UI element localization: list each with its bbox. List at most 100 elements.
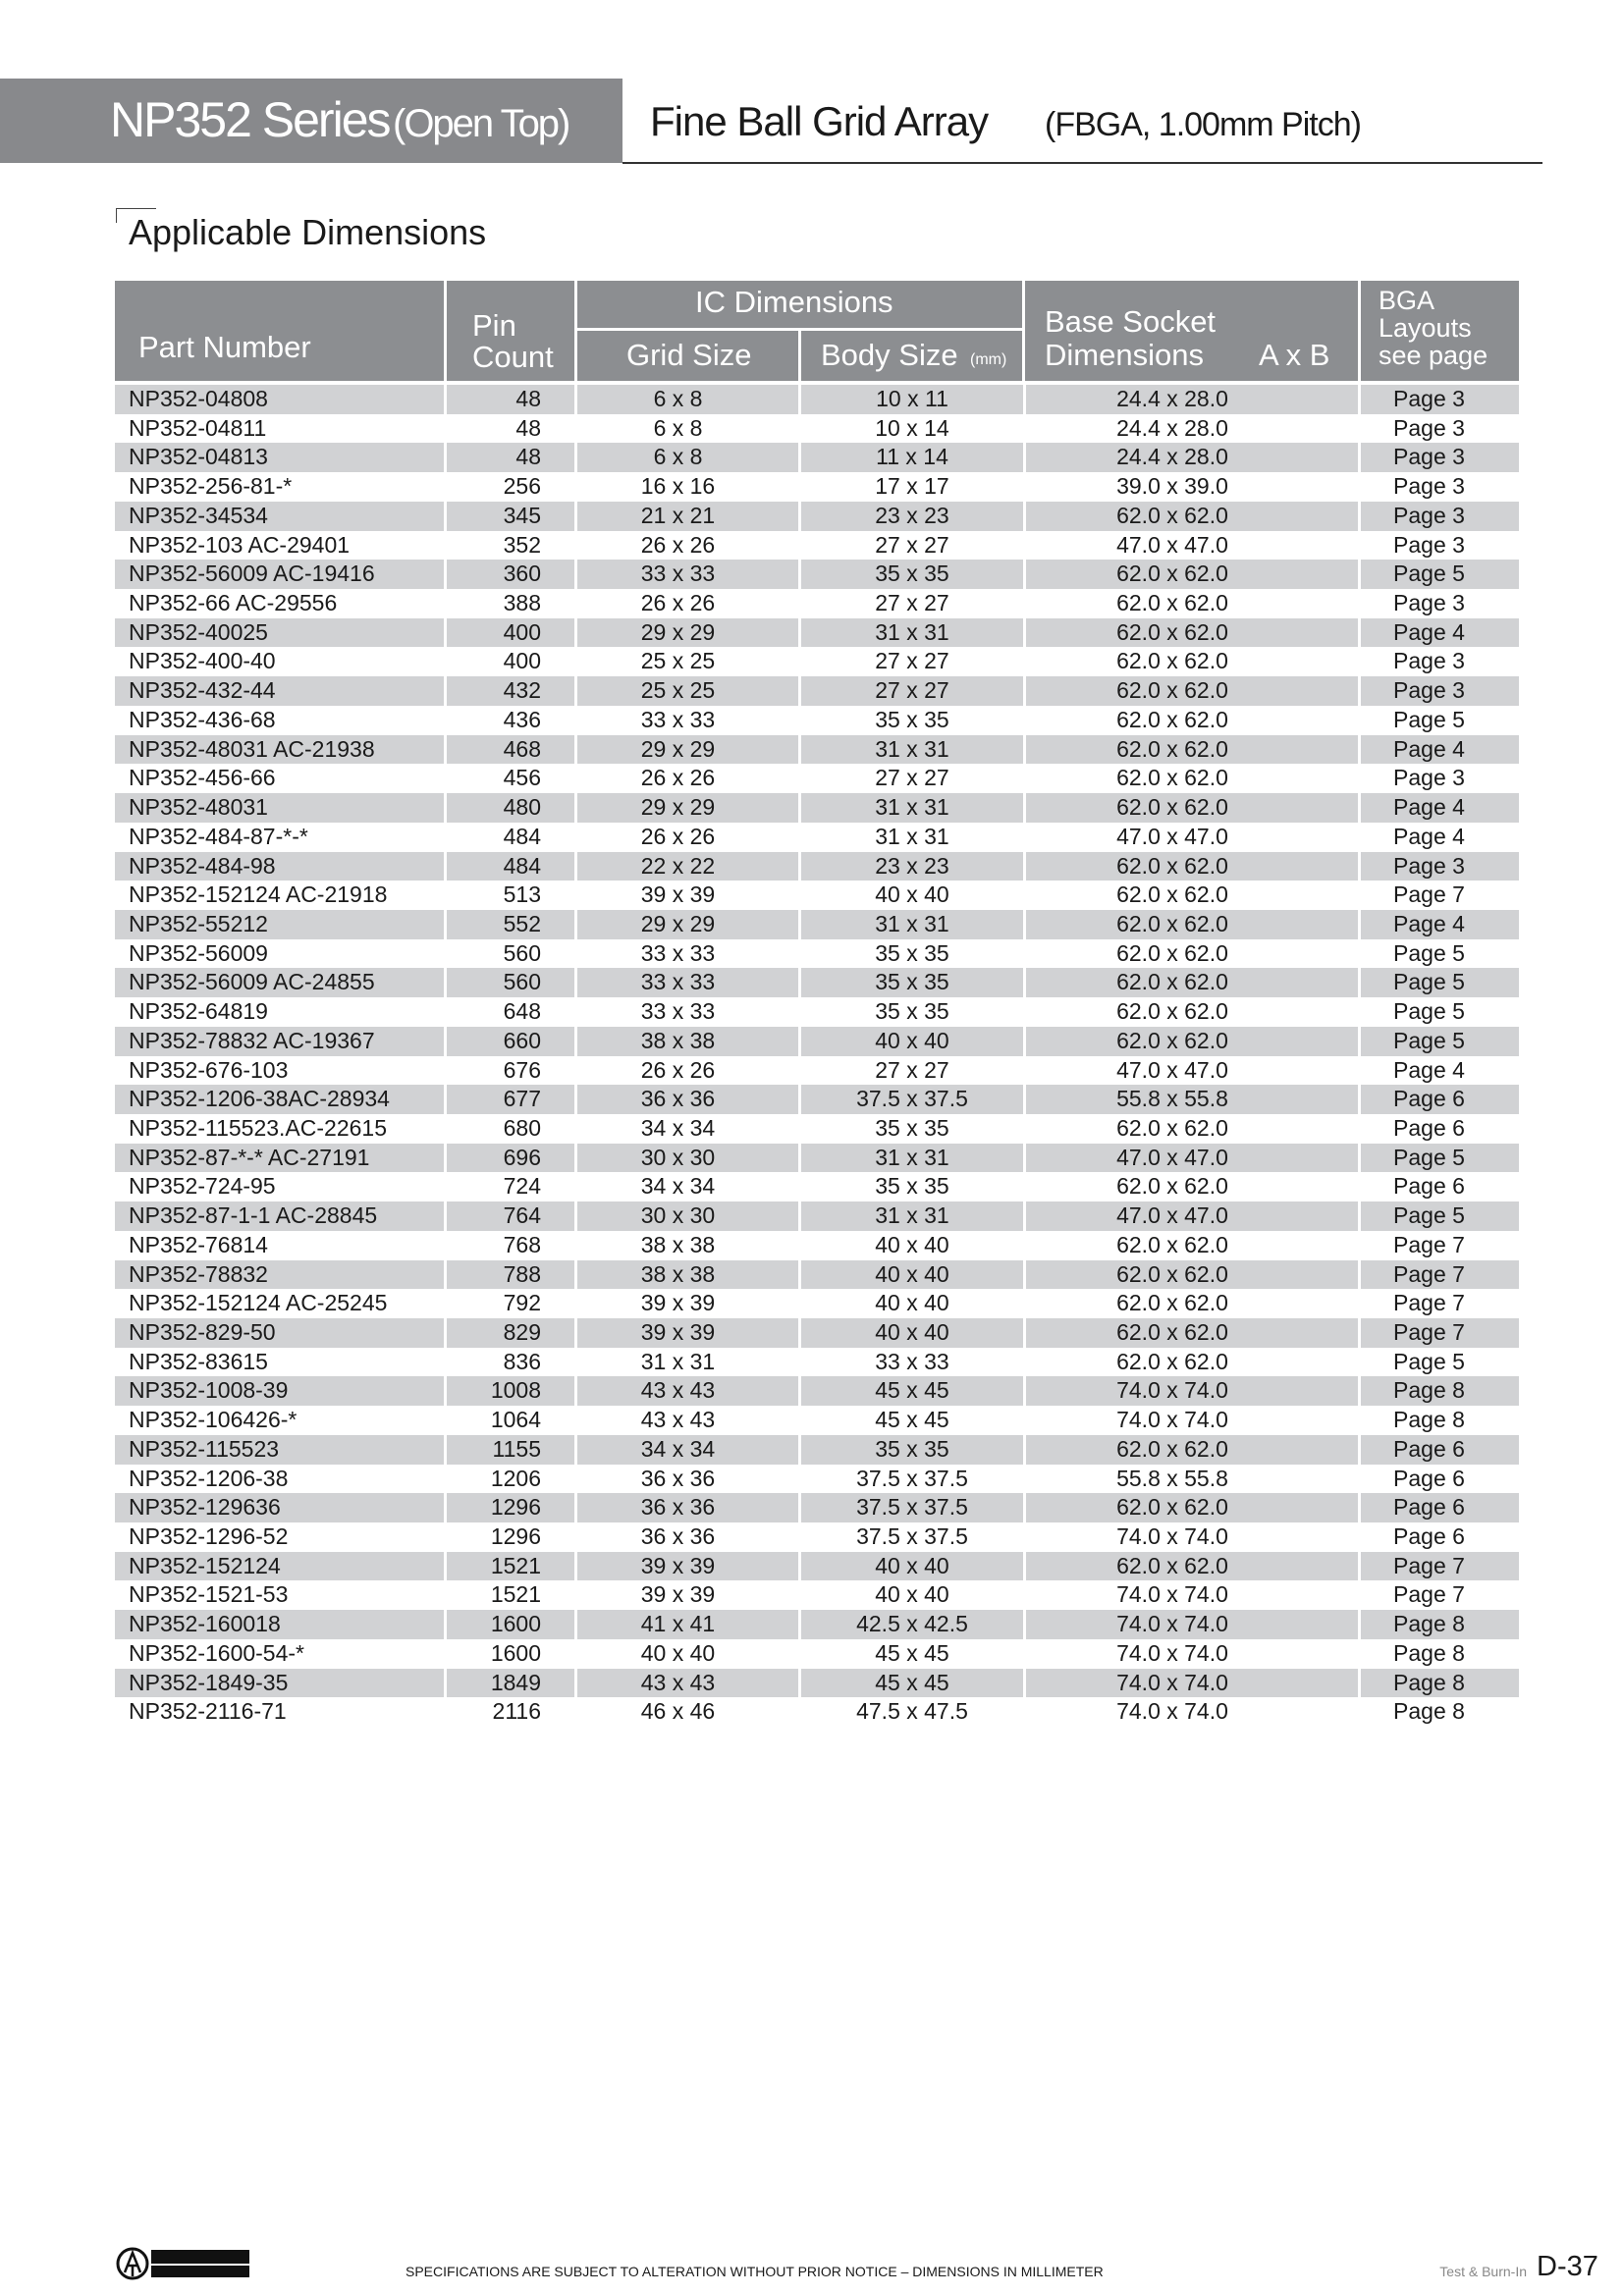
cell-base-socket-dimensions: 47.0 x 47.0 (1023, 1201, 1358, 1231)
header-pin-count: Pin Count (444, 281, 574, 381)
header-label: Dimensions (1045, 338, 1204, 372)
cell-part-number: NP352-152124 AC-21918 (129, 881, 388, 908)
cell-part-number: NP352-152124 AC-25245 (129, 1290, 388, 1316)
cell-grid-size: 22 x 22 (574, 851, 798, 881)
cell-grid-size: 34 x 34 (574, 1172, 798, 1202)
cell-body-size: 45 x 45 (798, 1376, 1023, 1407)
cell-part-number: NP352-256-81-* (129, 473, 293, 500)
cell-pin-count: 484 (444, 822, 574, 852)
cell-pin-count: 1296 (444, 1522, 574, 1552)
cell-part-number: NP352-87-1-1 AC-28845 (129, 1202, 378, 1229)
series-title-banner: NP352 Series (Open Top) (0, 79, 622, 163)
cell-bga-layout-page: Page 7 (1358, 881, 1519, 910)
cell-part-number: NP352-48031 AC-21938 (129, 735, 375, 762)
cell-grid-size: 39 x 39 (574, 1318, 798, 1348)
table-row: NP352-1206-38AC-28934 677 36 x 36 37.5 x 37… (115, 1085, 1519, 1114)
table-row: NP352-160018 1600 41 x 41 42.5 x 42.5 74.0 x… (115, 1610, 1519, 1639)
table-row: NP352-152124 AC-25245 792 39 x 39 40 x 40 62… (115, 1289, 1519, 1318)
cell-pin-count: 1206 (444, 1464, 574, 1494)
cell-pin-count: 468 (444, 734, 574, 765)
cell-bga-layout-page: Page 3 (1358, 501, 1519, 531)
table-row: NP352-34534 345 21 x 21 23 x 23 62.0 x 62.0 P… (115, 501, 1519, 531)
cell-bga-layout-page: Page 7 (1358, 1289, 1519, 1318)
cell-grid-size: 39 x 39 (574, 1289, 798, 1318)
cell-grid-size: 38 x 38 (574, 1026, 798, 1056)
cell-base-socket-dimensions: 74.0 x 74.0 (1023, 1697, 1358, 1728)
table-row: NP352-103 AC-29401 352 26 x 26 27 x 27 47.0 … (115, 530, 1519, 561)
cell-grid-size: 16 x 16 (574, 472, 798, 502)
cell-pin-count: 768 (444, 1230, 574, 1260)
cell-bga-layout-page: Page 3 (1358, 647, 1519, 677)
cell-base-socket-dimensions: 62.0 x 62.0 (1023, 617, 1358, 648)
cell-part-number: NP352-436-68 (129, 706, 276, 732)
cell-body-size: 40 x 40 (798, 1551, 1023, 1581)
cell-bga-layout-page: Page 5 (1358, 968, 1519, 998)
table-row: NP352-115523.AC-22615 680 34 x 34 35 x 35 62… (115, 1113, 1519, 1144)
cell-base-socket-dimensions: 74.0 x 74.0 (1023, 1610, 1358, 1639)
cell-part-number: NP352-1296-52 (129, 1523, 289, 1550)
cell-body-size: 37.5 x 37.5 (798, 1085, 1023, 1114)
table-row: NP352-48031 AC-21938 468 29 x 29 31 x 31 62.… (115, 734, 1519, 765)
header-label: Count (472, 340, 554, 374)
table-row: NP352-456-66 456 26 x 26 27 x 27 62.0 x 62.0… (115, 764, 1519, 794)
cell-bga-layout-page: Page 3 (1358, 589, 1519, 618)
header-part-number: Part Number (115, 281, 444, 381)
cell-pin-count: 1296 (444, 1493, 574, 1523)
table-row: NP352-1521-53 1521 39 x 39 40 x 40 74.0 x 74… (115, 1580, 1519, 1611)
page-number: D-37 (1537, 2251, 1598, 2282)
cell-body-size: 37.5 x 37.5 (798, 1522, 1023, 1552)
cell-part-number: NP352-103 AC-29401 (129, 531, 351, 558)
header-label: Body Size (821, 338, 958, 372)
cell-bga-layout-page: Page 6 (1358, 1172, 1519, 1202)
cell-bga-layout-page: Page 8 (1358, 1610, 1519, 1639)
table-row: NP352-1296-52 1296 36 x 36 37.5 x 37.5 74.0 … (115, 1522, 1519, 1552)
table-row: NP352-40025 400 29 x 29 31 x 31 62.0 x 62.0 P… (115, 617, 1519, 648)
cell-pin-count: 764 (444, 1201, 574, 1231)
cell-body-size: 23 x 23 (798, 501, 1023, 531)
cell-base-socket-dimensions: 47.0 x 47.0 (1023, 822, 1358, 852)
cell-bga-layout-page: Page 8 (1358, 1638, 1519, 1669)
header-label: BGA (1379, 286, 1435, 315)
cell-base-socket-dimensions: 62.0 x 62.0 (1023, 734, 1358, 765)
table-row: NP352-1849-35 1849 43 x 43 45 x 45 74.0 x 74… (115, 1668, 1519, 1698)
section-title: Applicable Dimensions (129, 212, 487, 252)
cell-part-number: NP352-76814 (129, 1231, 268, 1257)
footer: SPECIFICATIONS ARE SUBJECT TO ALTERATION… (0, 2246, 1623, 2285)
cell-bga-layout-page: Page 5 (1358, 997, 1519, 1027)
cell-part-number: NP352-484-98 (129, 852, 276, 879)
cell-pin-count: 724 (444, 1172, 574, 1202)
cell-grid-size: 36 x 36 (574, 1522, 798, 1552)
cell-bga-layout-page: Page 4 (1358, 793, 1519, 823)
table-row: NP352-78832 AC-19367 660 38 x 38 40 x 40 62.… (115, 1026, 1519, 1056)
cell-bga-layout-page: Page 7 (1358, 1551, 1519, 1581)
cell-bga-layout-page: Page 6 (1358, 1493, 1519, 1523)
table-row: NP352-56009 AC-19416 360 33 x 33 35 x 35 62.… (115, 560, 1519, 590)
table-row: NP352-48031 480 29 x 29 31 x 31 62.0 x 62.0 P… (115, 793, 1519, 823)
cell-base-socket-dimensions: 74.0 x 74.0 (1023, 1668, 1358, 1698)
header-divider (574, 328, 1022, 331)
cell-grid-size: 29 x 29 (574, 617, 798, 648)
cell-grid-size: 30 x 30 (574, 1143, 798, 1173)
cell-base-socket-dimensions: 74.0 x 74.0 (1023, 1580, 1358, 1611)
table-row: NP352-115523 1155 34 x 34 35 x 35 62.0 x 62.… (115, 1434, 1519, 1465)
cell-body-size: 31 x 31 (798, 909, 1023, 939)
cell-bga-layout-page: Page 6 (1358, 1464, 1519, 1494)
table-row: NP352-04813 48 6 x 8 11 x 14 24.4 x 28.0 Page… (115, 443, 1519, 473)
cell-grid-size: 6 x 8 (574, 413, 798, 444)
cell-bga-layout-page: Page 5 (1358, 560, 1519, 590)
cell-part-number: NP352-152124 (129, 1552, 281, 1578)
cell-body-size: 37.5 x 37.5 (798, 1464, 1023, 1494)
corner-mark (116, 208, 156, 223)
table-body: NP352-04808 48 6 x 8 10 x 11 24.4 x 28.0 Page… (115, 385, 1519, 1728)
cell-body-size: 10 x 14 (798, 413, 1023, 444)
cell-grid-size: 39 x 39 (574, 1580, 798, 1611)
table-row: NP352-106426-* 1064 43 x 43 45 x 45 74.0 x 7… (115, 1406, 1519, 1435)
cell-base-socket-dimensions: 62.0 x 62.0 (1023, 676, 1358, 706)
cell-part-number: NP352-34534 (129, 502, 268, 528)
cell-part-number: NP352-829-50 (129, 1319, 276, 1345)
header-label: see page (1379, 341, 1488, 370)
cell-base-socket-dimensions: 62.0 x 62.0 (1023, 997, 1358, 1027)
table-row: NP352-87-*-* AC-27191 696 30 x 30 31 x 31 47… (115, 1143, 1519, 1173)
cell-base-socket-dimensions: 62.0 x 62.0 (1023, 1172, 1358, 1202)
cell-base-socket-dimensions: 62.0 x 62.0 (1023, 1551, 1358, 1581)
